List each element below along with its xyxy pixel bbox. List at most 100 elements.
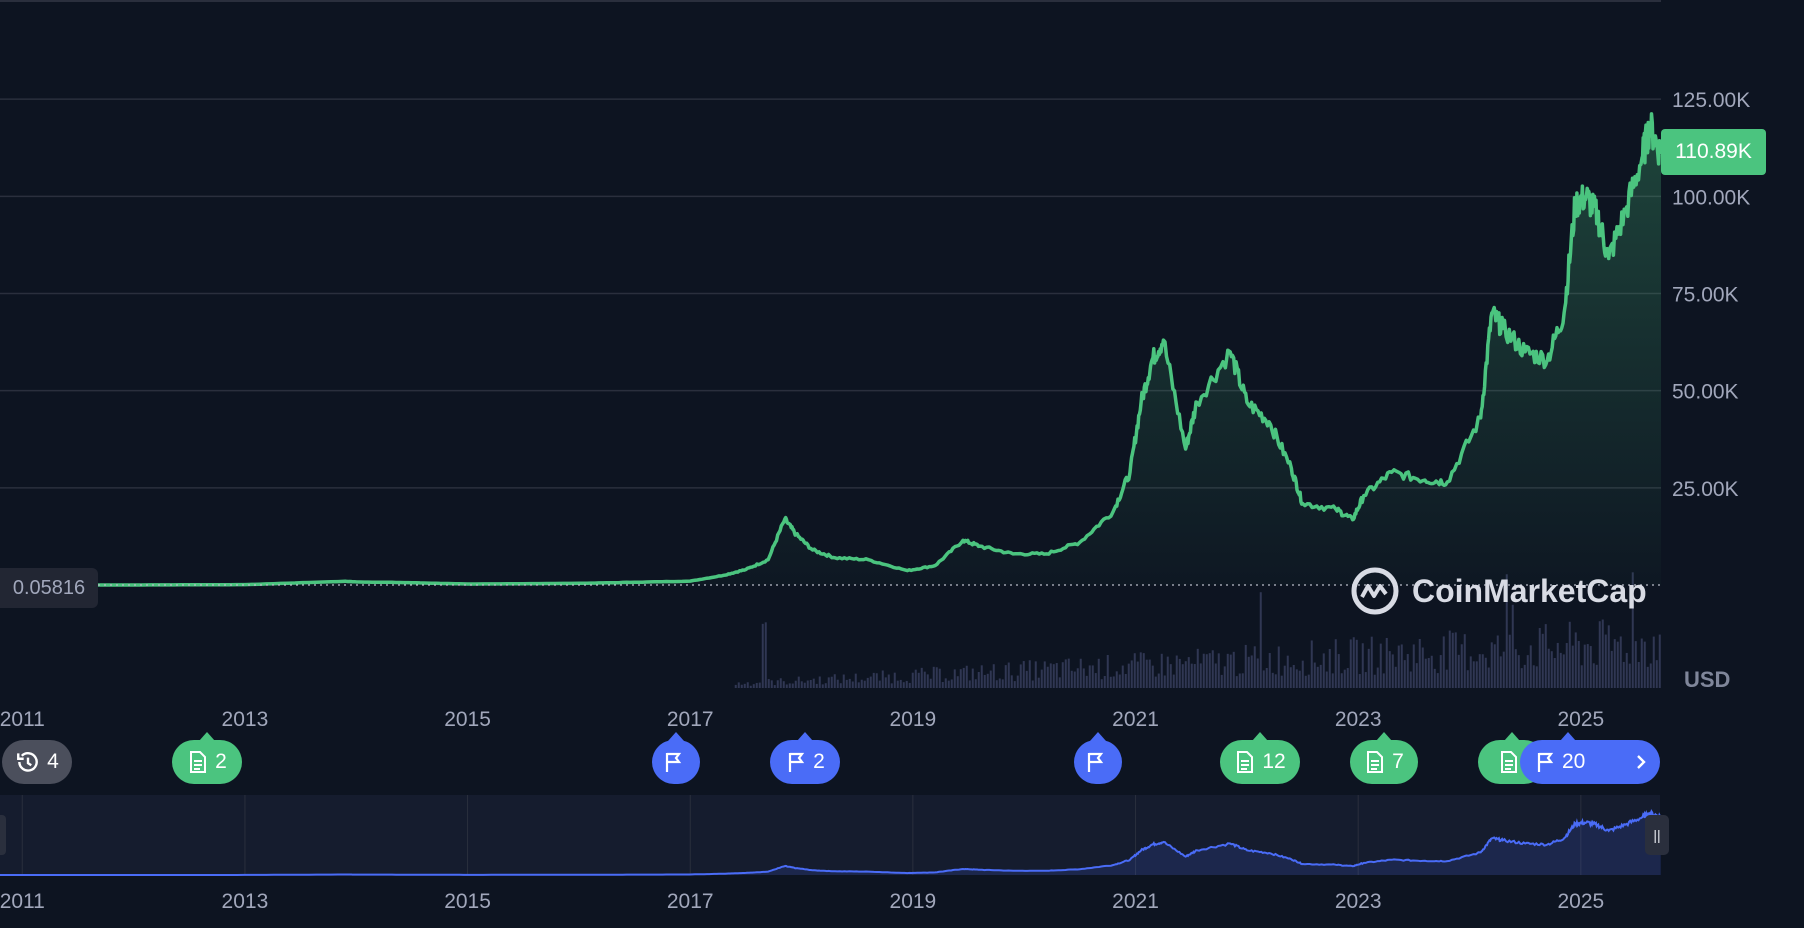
volume-bar [818,676,821,688]
volume-bar [830,676,833,688]
volume-bar [1058,677,1061,688]
volume-bar [1463,634,1466,688]
volume-bar [1022,661,1025,688]
event-count: 2 [215,750,227,773]
volume-bar [1073,671,1076,688]
volume-bar [1547,648,1550,688]
volume-bar [797,676,800,688]
volume-bar [1223,666,1226,688]
volume-bar [1583,644,1586,688]
volume-bar [1445,669,1448,688]
volume-bar [1013,681,1016,688]
x-tick-label: 2013 [222,708,269,731]
volume-bar [1184,661,1187,688]
volume-bar [1532,665,1535,688]
volume-bar [1112,676,1115,688]
volume-bar [1520,668,1523,688]
volume-bar [737,682,740,688]
volume-bar [989,670,992,688]
volume-bar [872,672,875,688]
volume-bar [1298,670,1301,688]
volume-bar [1244,644,1247,688]
volume-bar [1232,651,1235,688]
volume-bar [1616,641,1619,688]
volume-bar [938,668,941,688]
volume-bar [1358,674,1361,688]
volume-bar [1589,646,1592,688]
volume-bar [1019,664,1022,688]
volume-bar [1409,671,1412,688]
volume-bar [1508,634,1511,688]
navigator-right-handle[interactable]: || [1645,815,1669,855]
volume-bar [860,679,863,688]
volume-bar [905,680,908,688]
volume-bar [1007,662,1010,688]
volume-bar [1394,666,1397,688]
volume-bar [839,683,842,688]
volume-bar [974,679,977,688]
volume-bar [752,684,755,688]
x-tick-label: 2011 [0,708,45,731]
volume-bar [1199,663,1202,688]
volume-bar [812,678,815,688]
event-count: 12 [1262,750,1286,773]
volume-bar [1010,675,1013,688]
volume-bar [1451,632,1454,688]
volume-bar [1331,673,1334,688]
volume-bar [1118,674,1121,688]
events-milestone-pill[interactable]: 20 [1520,732,1660,784]
volume-bar [959,669,962,688]
events-news-pill[interactable]: 2 [172,732,242,784]
volume-bar [1097,658,1100,688]
events-milestone-pill[interactable] [652,732,700,784]
events-news-pill[interactable]: 12 [1220,732,1300,784]
y-tick-label: 100.00K [1672,186,1750,209]
volume-bar [764,622,767,688]
x-axis: 2011 2013 2015 2017 2019 2021 2023 2025 [0,708,1604,731]
volume-bar [1490,642,1493,688]
volume-bar [1649,663,1652,688]
volume-bar [827,677,830,688]
chevron-right-icon[interactable] [1632,752,1650,772]
navigator-background[interactable] [0,795,1660,875]
volume-bar [1037,677,1040,688]
volume-bar [1619,636,1622,688]
x-tick-label: 2015 [444,708,491,731]
volume-bar [1574,632,1577,688]
volume-bar [1565,643,1568,688]
volume-bar [899,679,902,688]
volume-bar [1505,574,1508,688]
volume-bar [1430,655,1433,688]
volume-bar [1529,645,1532,688]
volume-bar [836,679,839,688]
volume-bar [1292,664,1295,688]
volume-bar [1328,649,1331,688]
volume-bar [1502,651,1505,688]
volume-bar [1100,679,1103,688]
volume-bar [1496,635,1499,688]
volume-bar [1214,663,1217,688]
x-tick-label: 2019 [890,708,937,731]
volume-bar [1340,673,1343,688]
events-milestone-pill[interactable]: 2 [770,732,840,784]
volume-bar [986,673,989,688]
events-news-pill[interactable]: 7 [1350,732,1418,784]
volume-bar [1535,666,1538,688]
volume-bar [1055,663,1058,688]
volume-bar [776,680,779,688]
y-tick-label: 75.00K [1672,284,1739,307]
events-milestone-pill[interactable] [1074,732,1122,784]
volume-bar [1283,665,1286,688]
navigator-left-handle[interactable] [0,815,6,855]
volume-bar [815,683,818,688]
low-price-tag: 0.05816 [0,568,98,608]
volume-bar [1259,592,1262,688]
events-history-pill[interactable]: 4 [2,740,72,784]
volume-bar [1319,664,1322,688]
volume-bar [950,679,953,688]
volume-bar [1001,679,1004,688]
volume-bar [1082,668,1085,688]
volume-bar [971,668,974,688]
volume-bar [995,680,998,688]
